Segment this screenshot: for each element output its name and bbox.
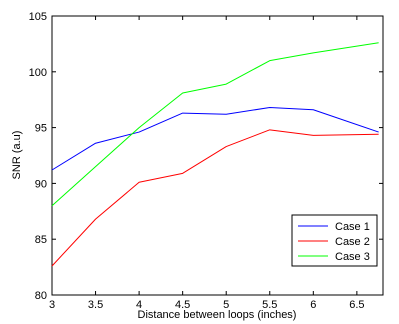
legend: Case 1 Case 2 Case 3 <box>291 214 378 267</box>
y-tick-label: 100 <box>29 67 47 79</box>
y-axis-label: SNR (a.u) <box>11 131 23 180</box>
legend-label-case-3: Case 3 <box>335 251 370 263</box>
y-tick-label: 105 <box>29 11 47 23</box>
x-tick-label: 4 <box>136 299 142 311</box>
x-tick-label: 5 <box>223 299 229 311</box>
x-tick-label: 5.5 <box>262 299 277 311</box>
series-line-case-3 <box>51 42 379 207</box>
x-tick-label: 6.5 <box>349 299 364 311</box>
x-tick-label: 3.5 <box>88 299 103 311</box>
series-line-case-1 <box>51 107 379 171</box>
legend-label-case-1: Case 1 <box>335 221 370 233</box>
x-axis-label: Distance between loops (inches) <box>138 309 297 321</box>
legend-label-case-2: Case 2 <box>335 236 370 248</box>
x-tick-label: 6 <box>310 299 316 311</box>
x-tick-label: 3 <box>49 299 55 311</box>
y-tick-label: 95 <box>35 123 47 135</box>
y-tick-label: 90 <box>35 178 47 190</box>
series-lines <box>51 42 379 267</box>
x-axis-ticks: 3 3.5 4 4.5 5 5.5 6 6.5 <box>49 16 365 311</box>
axes: 3 3.5 4 4.5 5 5.5 6 6.5 80 85 90 95 100 105 <box>29 11 384 311</box>
y-tick-label: 85 <box>35 234 47 246</box>
y-axis-ticks: 80 85 90 95 100 105 <box>29 11 383 302</box>
x-tick-label: 4.5 <box>175 299 190 311</box>
series-line-case-2 <box>51 129 379 267</box>
y-tick-label: 80 <box>35 290 47 302</box>
